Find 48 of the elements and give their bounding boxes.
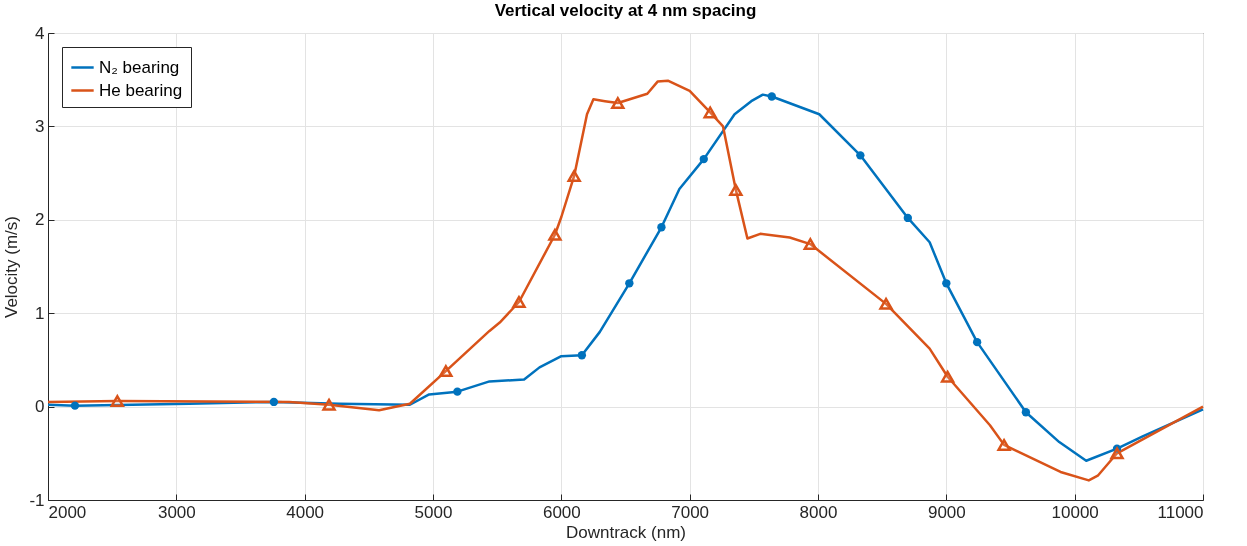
point [767, 92, 776, 101]
point [703, 106, 717, 119]
point [453, 387, 462, 396]
x-tick-label: 3000 [157, 502, 196, 522]
x-axis-title: Downtrack (nm) [566, 522, 686, 542]
y-tick-label: 2 [35, 210, 45, 230]
point [322, 398, 336, 411]
point [269, 397, 279, 407]
point [577, 351, 587, 360]
x-tick-label: 7000 [671, 502, 710, 522]
point [625, 279, 634, 288]
point [567, 169, 581, 182]
x-tick-label: 10000 [1051, 502, 1099, 522]
x-tick-label: 11000 [1157, 502, 1204, 522]
point [657, 223, 666, 232]
point [1021, 408, 1031, 417]
y-tick-label: 3 [35, 116, 45, 136]
point [879, 297, 893, 310]
point [803, 238, 818, 251]
point [942, 279, 951, 288]
x-tick-label: 8000 [799, 502, 838, 522]
point [512, 296, 526, 308]
legend-label: He bearing [99, 80, 183, 100]
x-tick-label: 5000 [414, 502, 453, 522]
x-tick-label: 9000 [927, 502, 966, 522]
x-tick-label: 4000 [286, 502, 325, 522]
x-tick-label: 6000 [542, 502, 581, 522]
y-tick-label: -1 [29, 490, 45, 510]
point [729, 183, 743, 196]
point [903, 213, 913, 223]
point [856, 151, 865, 160]
point [611, 97, 625, 110]
chart-title: Vertical velocity at 4 nm spacing [494, 1, 757, 20]
point [70, 401, 80, 410]
point [548, 228, 562, 241]
point [972, 337, 982, 347]
point [439, 365, 453, 378]
point [997, 438, 1011, 451]
point [699, 154, 708, 164]
y-tick-label: 4 [35, 23, 45, 43]
y-tick-label: 1 [35, 303, 45, 323]
x-tick-label: 2000 [48, 502, 87, 522]
y-axis-title: Velocity (m/s) [2, 215, 22, 319]
point [110, 395, 125, 407]
legend-label: N₂ bearing [99, 57, 180, 77]
point [940, 370, 955, 383]
point [1110, 447, 1124, 460]
y-tick-label: 0 [35, 397, 45, 417]
